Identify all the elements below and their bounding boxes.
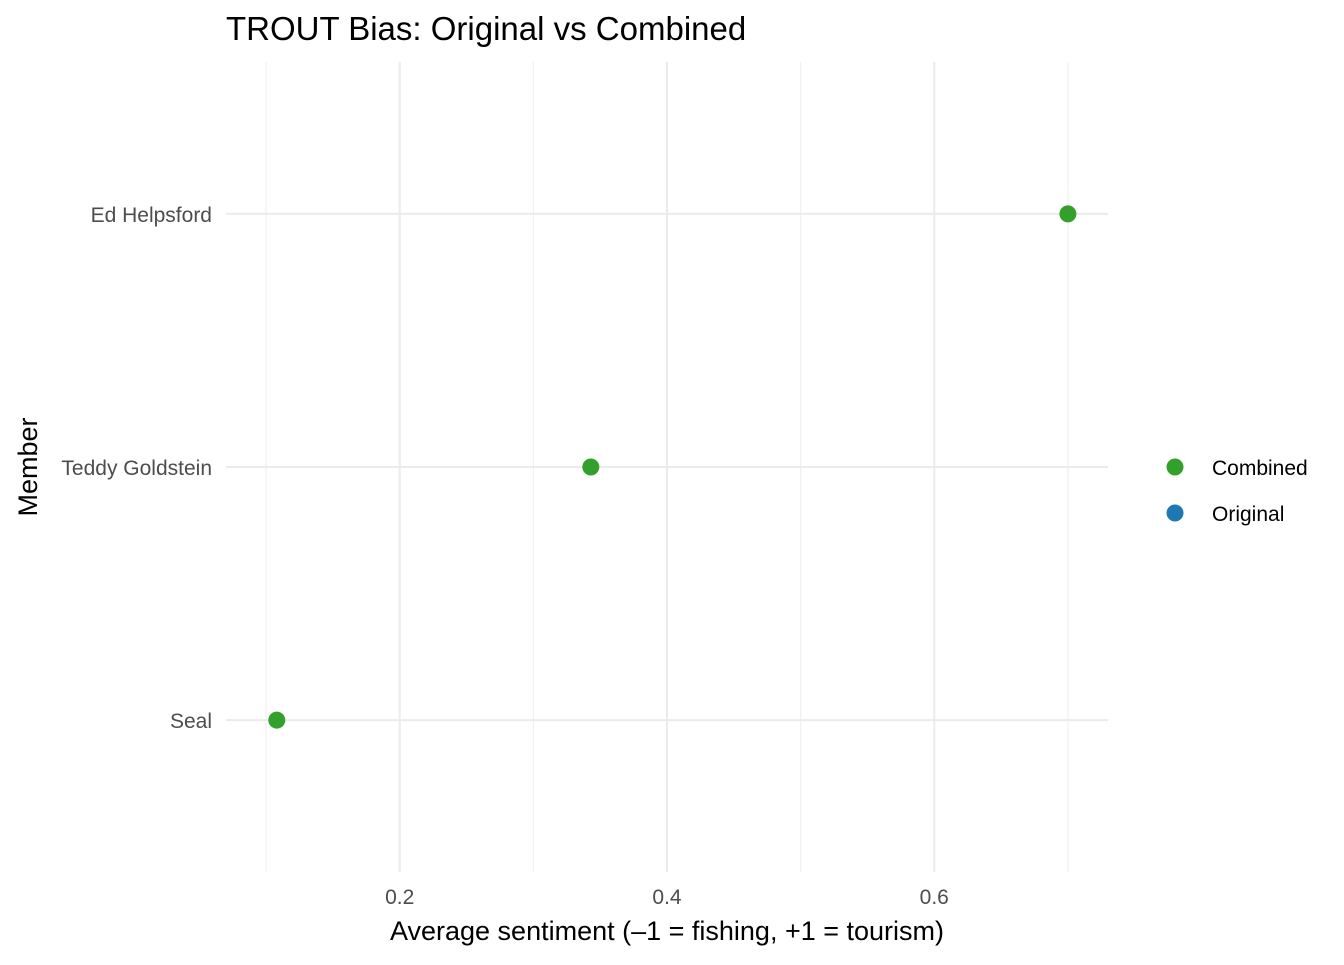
- data-point-combined: [1059, 205, 1077, 223]
- x-tick-label: 0.2: [385, 886, 414, 909]
- x-tick-label: 0.6: [920, 886, 949, 909]
- legend-label-original: Original: [1212, 503, 1284, 526]
- x-tick-label: 0.4: [652, 886, 682, 909]
- major-gridlines: [226, 62, 1108, 872]
- y-axis-tick-labels: Seal Teddy Goldstein Ed Helpsford: [61, 204, 212, 733]
- y-tick-label: Seal: [170, 710, 212, 733]
- y-tick-label: Ed Helpsford: [91, 204, 212, 227]
- data-points: [268, 205, 1077, 729]
- legend-key-combined: [1166, 458, 1184, 476]
- legend: Combined Original: [1166, 457, 1308, 526]
- data-point-combined: [582, 458, 600, 476]
- y-axis-label: Member: [13, 417, 43, 516]
- legend-key-original: [1166, 504, 1184, 522]
- data-point-combined: [268, 711, 286, 729]
- y-tick-label: Teddy Goldstein: [61, 457, 212, 480]
- chart-title: TROUT Bias: Original vs Combined: [226, 10, 746, 47]
- x-axis-label: Average sentiment (–1 = fishing, +1 = to…: [390, 916, 944, 946]
- legend-label-combined: Combined: [1212, 457, 1308, 480]
- x-axis-tick-labels: 0.2 0.4 0.6: [385, 886, 949, 909]
